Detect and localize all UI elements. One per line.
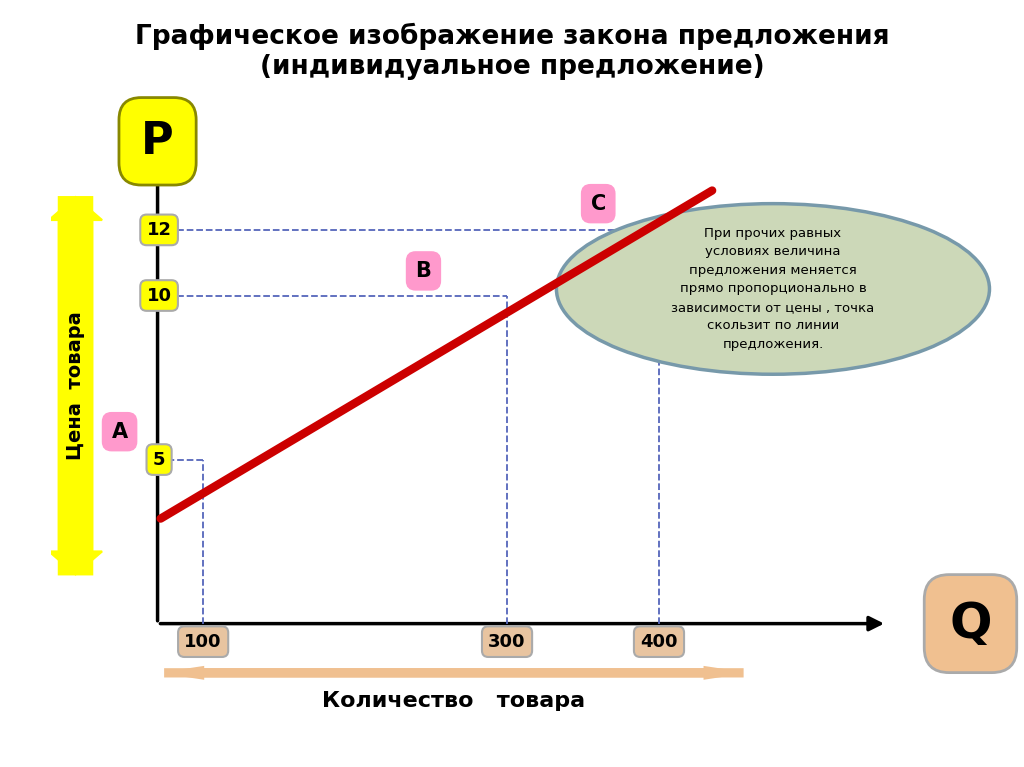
FancyArrow shape [49, 197, 102, 574]
FancyArrow shape [165, 667, 742, 679]
Ellipse shape [556, 204, 989, 374]
Text: 300: 300 [488, 633, 525, 650]
Text: 12: 12 [146, 221, 172, 239]
Text: Q: Q [949, 600, 991, 647]
Text: При прочих равных
условиях величина
предложения меняется
прямо пропорционально в: При прочих равных условиях величина пред… [672, 227, 874, 351]
Text: A: A [112, 422, 128, 442]
Text: Цена  товара: Цена товара [66, 311, 85, 460]
Text: Количество   товара: Количество товара [323, 691, 586, 711]
Text: 5: 5 [153, 450, 165, 469]
Text: 100: 100 [184, 633, 222, 650]
Text: B: B [416, 261, 431, 281]
Text: 400: 400 [640, 633, 678, 650]
Text: 10: 10 [146, 287, 172, 304]
Text: P: P [141, 120, 174, 163]
FancyArrow shape [49, 197, 102, 574]
Text: C: C [591, 193, 606, 214]
Text: Графическое изображение закона предложения
(индивидуальное предложение): Графическое изображение закона предложен… [135, 23, 889, 81]
FancyArrow shape [165, 667, 742, 679]
